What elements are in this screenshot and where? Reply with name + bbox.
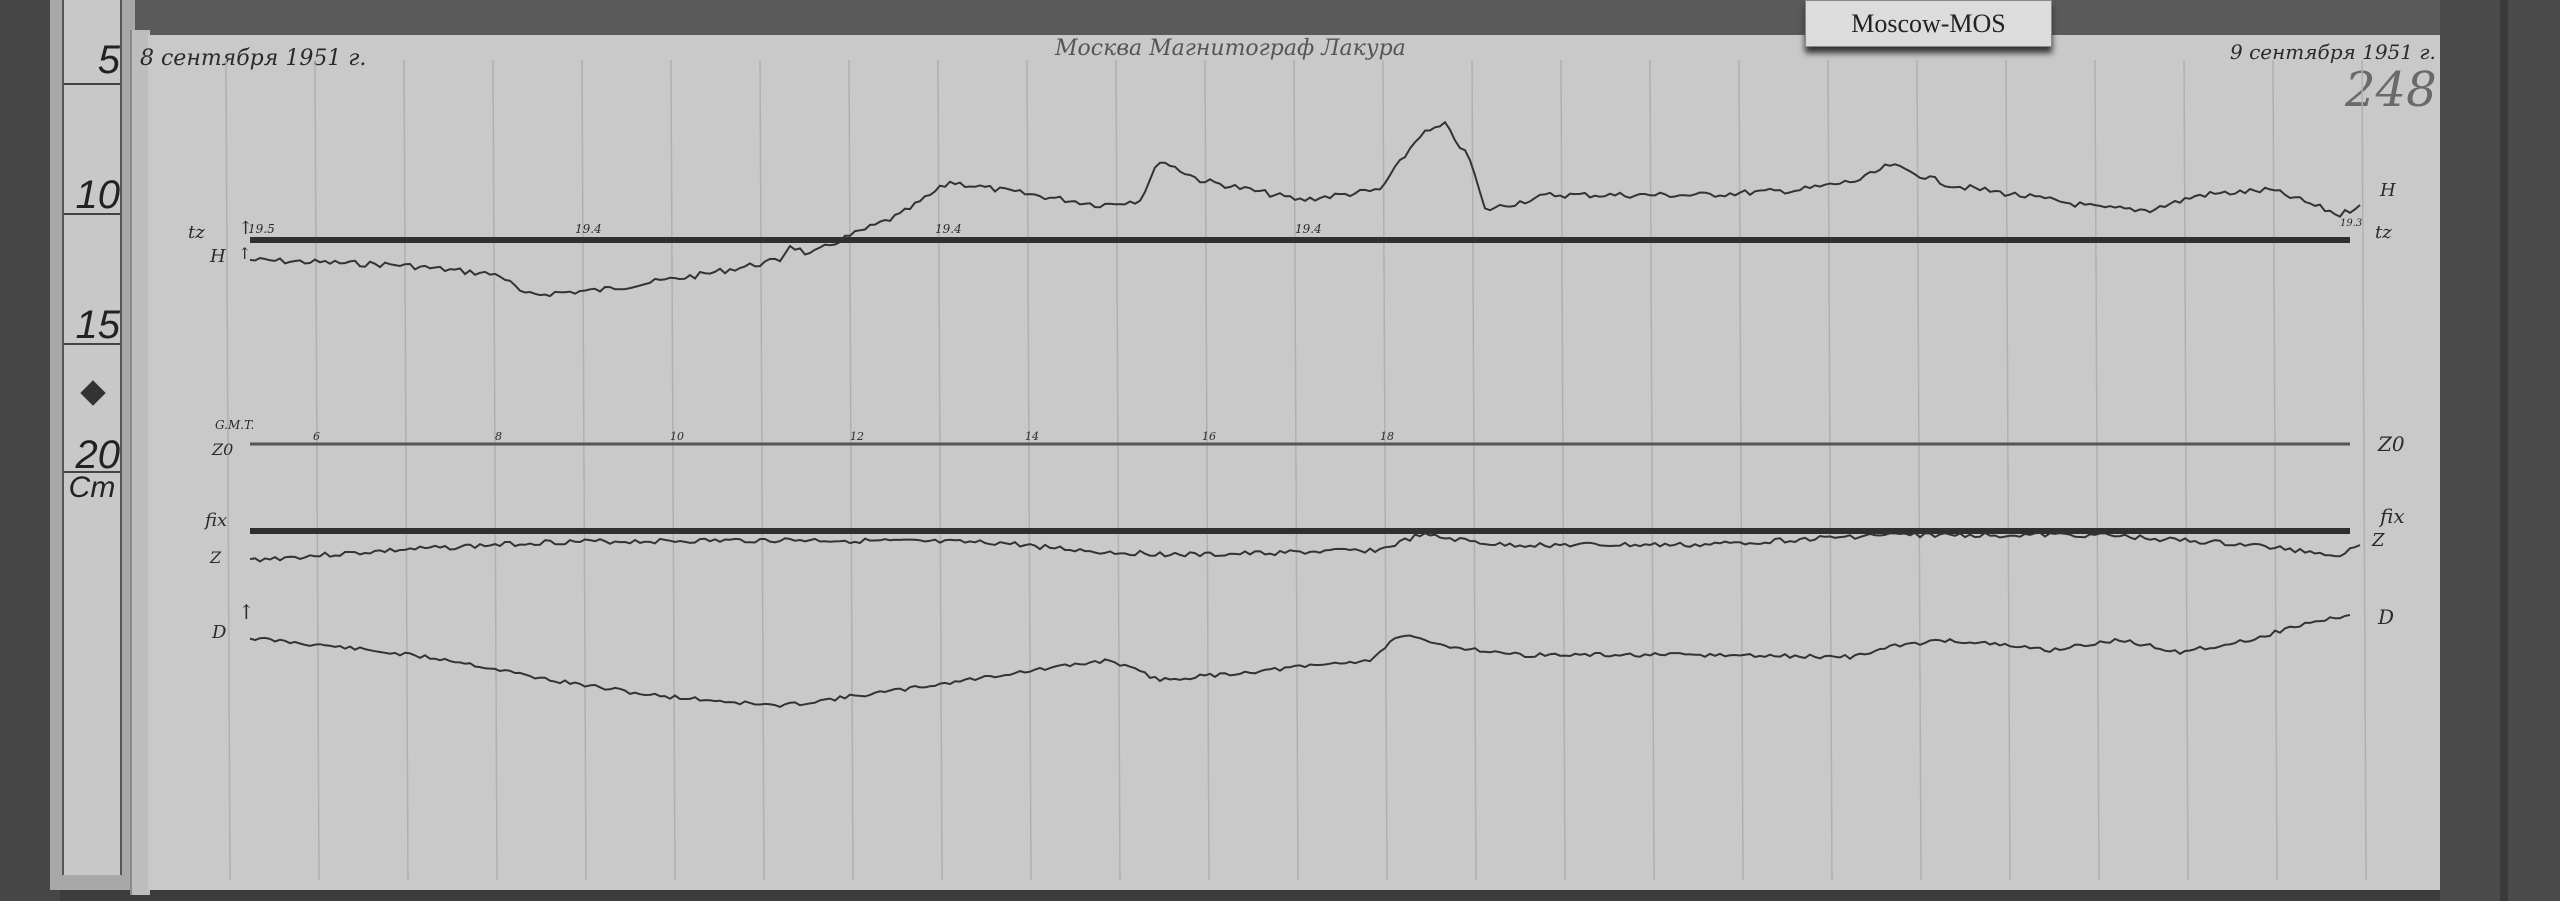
sheet-number: 248 [2345, 62, 2437, 118]
d-label-right: D [2378, 605, 2395, 629]
grid-line [2094, 59, 2100, 881]
ruler-mark-15: 15 [64, 215, 120, 347]
table-seam [2500, 0, 2508, 901]
hour-label: 14 [1025, 430, 1039, 443]
z-label-right: Z [2372, 530, 2385, 551]
hour-label: 12 [850, 430, 864, 443]
z0-label-left: Z0 [212, 440, 234, 459]
grid-line [1916, 59, 1922, 881]
tz-label-left: tz [188, 222, 205, 243]
gmt-label: G.M.T. [215, 418, 255, 432]
grid-line [1649, 59, 1655, 881]
grid-line [1827, 59, 1833, 881]
hour-label: 18 [1380, 430, 1394, 443]
up-arrow-icon: ↑ [238, 218, 254, 239]
z-trace [249, 531, 2361, 563]
up-arrow-icon: ↑ [238, 600, 255, 624]
header-title: Москва Магнитограф Лакура [1055, 36, 1406, 61]
date-left: 8 сентября 1951 г. [140, 46, 367, 71]
hour-label: 10 [670, 430, 684, 443]
top-strip [130, 0, 2440, 35]
station-tag: Moscow-MOS [1805, 0, 2052, 47]
hour-grid [225, 59, 2367, 881]
grid-line [581, 59, 587, 881]
ruler-mark-20: 20 [64, 345, 120, 477]
grid-line [225, 59, 231, 881]
d-trace [249, 614, 2351, 708]
grid-line [1115, 59, 1121, 881]
grid-line [759, 59, 765, 881]
grid-line [2183, 59, 2189, 881]
grid-line [937, 59, 943, 881]
hour-label: 8 [495, 430, 502, 443]
d-label-left: D [212, 622, 227, 643]
grid-line [670, 59, 676, 881]
z0-label-right: Z0 [2378, 432, 2405, 456]
temp-value: 19.3 [2340, 218, 2363, 229]
grid-line [492, 59, 498, 881]
grid-line [2272, 59, 2278, 881]
grid-line [2005, 59, 2011, 881]
grid-line [1560, 59, 1566, 881]
fix-label-right: fix [2380, 504, 2405, 528]
grid-line [1026, 59, 1032, 881]
z-label-left: Z [210, 548, 222, 567]
hour-label: 6 [313, 430, 320, 443]
date-right: 9 сентября 1951 г. [2230, 40, 2436, 64]
grid-line [1471, 59, 1477, 881]
temp-value: 19.4 [1295, 222, 1322, 236]
h-label-right: H [2380, 180, 2396, 201]
hour-label: 16 [1202, 430, 1216, 443]
temp-value: 19.4 [575, 222, 602, 236]
grid-line [314, 59, 320, 881]
up-arrow-icon: ↑ [238, 244, 252, 263]
ruler-mark-10: 10 [64, 85, 120, 217]
grid-line [1293, 59, 1299, 881]
grid-line [403, 59, 409, 881]
cm-ruler: 5 10 15 20 Cm [62, 0, 122, 875]
grid-line [1382, 59, 1388, 881]
h-trace [249, 120, 2361, 298]
temp-value: 19.5 [248, 222, 275, 236]
grid-line [1738, 59, 1744, 881]
fix-label-left: fix [205, 510, 228, 531]
paper-edge [130, 30, 150, 895]
temp-value: 19.4 [935, 222, 962, 236]
ruler-mark-5: 5 [64, 0, 120, 85]
grid-line [848, 59, 854, 881]
grid-line [2361, 59, 2367, 881]
grid-line [1204, 59, 1210, 881]
h-label-left: H [210, 246, 226, 267]
tz-label-right: tz [2375, 222, 2392, 243]
